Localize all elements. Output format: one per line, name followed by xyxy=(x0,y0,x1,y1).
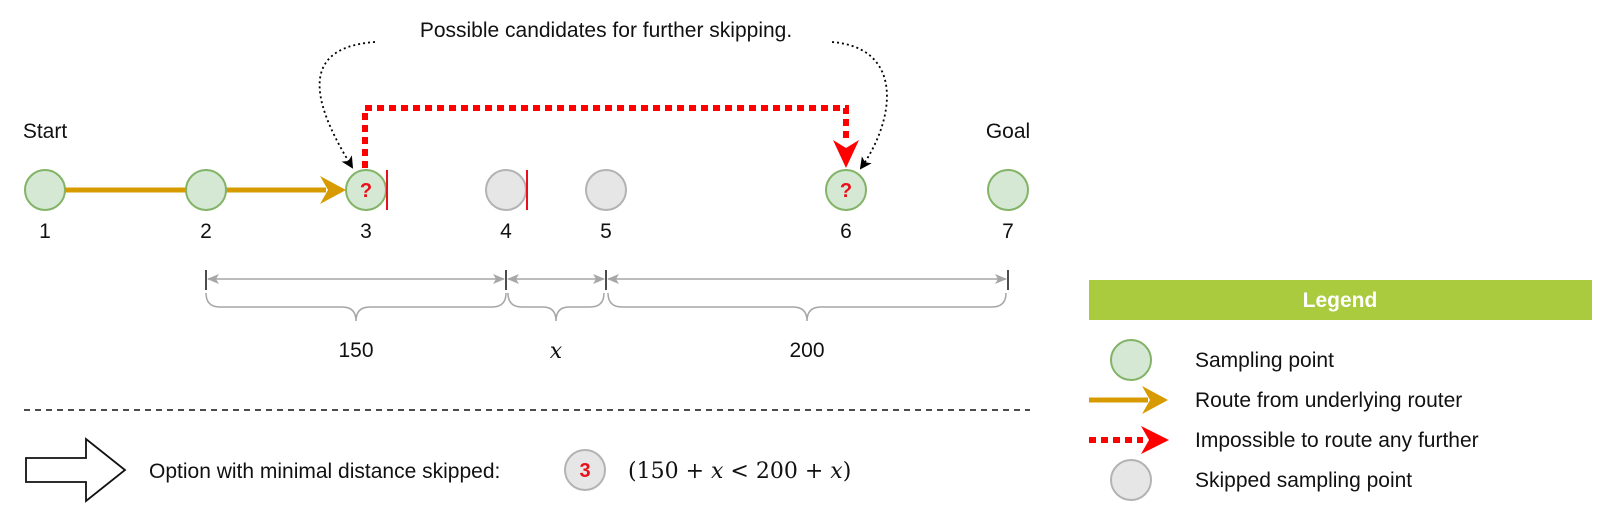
legend-item-sampling: Sampling point xyxy=(1195,349,1334,372)
start-label: Start xyxy=(23,120,68,143)
legend-item-skipped: Skipped sampling point xyxy=(1195,469,1412,492)
point-number-4: 4 xyxy=(500,220,512,243)
impossible-route-line xyxy=(362,105,849,168)
annotation-text: Possible candidates for further skipping… xyxy=(420,19,792,42)
candidate-mark-3: ? xyxy=(360,180,372,202)
point-number-1: 1 xyxy=(39,220,51,243)
point-number-5: 5 xyxy=(600,220,612,243)
legend-item-route: Route from underlying router xyxy=(1195,389,1462,412)
skipped-point-icon xyxy=(1110,459,1152,501)
legend-item-impossible: Impossible to route any further xyxy=(1195,429,1479,452)
legend-header xyxy=(1089,280,1592,320)
point-number-6: 6 xyxy=(840,220,852,243)
option-formula: (150 + x < 200 + x) xyxy=(628,459,851,484)
sampling-points: 1 2? 3 4 5? 6 7 xyxy=(24,169,1029,243)
option-badge xyxy=(564,449,606,491)
sampling-point-7 xyxy=(987,169,1029,211)
route-arrowhead xyxy=(320,176,346,204)
option-badge-number: 3 xyxy=(579,460,590,482)
skipped-point-4 xyxy=(485,169,527,211)
distance-braces xyxy=(205,292,1007,322)
candidate-mark-6: ? xyxy=(840,180,852,202)
skipped-point-5 xyxy=(585,169,627,211)
point-number-7: 7 xyxy=(1002,220,1014,243)
distance-label-x: x xyxy=(550,339,563,364)
goal-label: Goal xyxy=(986,120,1030,143)
distance-label-150: 150 xyxy=(338,339,373,362)
sampling-point-2 xyxy=(185,169,227,211)
legend-title: Legend xyxy=(1303,289,1378,312)
distance-label-200: 200 xyxy=(789,339,824,362)
annotation-arrow-left xyxy=(318,41,376,169)
point-number-2: 2 xyxy=(200,220,212,243)
sampling-point-icon xyxy=(1110,339,1152,381)
point-number-3: 3 xyxy=(360,220,372,243)
option-text: Option with minimal distance skipped: xyxy=(149,460,500,483)
impossible-route-arrowhead xyxy=(833,140,859,168)
sampling-point-1 xyxy=(24,169,66,211)
legend: Legend Sampling point Route from underly… xyxy=(1089,280,1592,501)
result-arrow-icon xyxy=(25,437,127,503)
dimension-lines xyxy=(205,270,1009,290)
sampling-point-6 xyxy=(825,169,867,211)
